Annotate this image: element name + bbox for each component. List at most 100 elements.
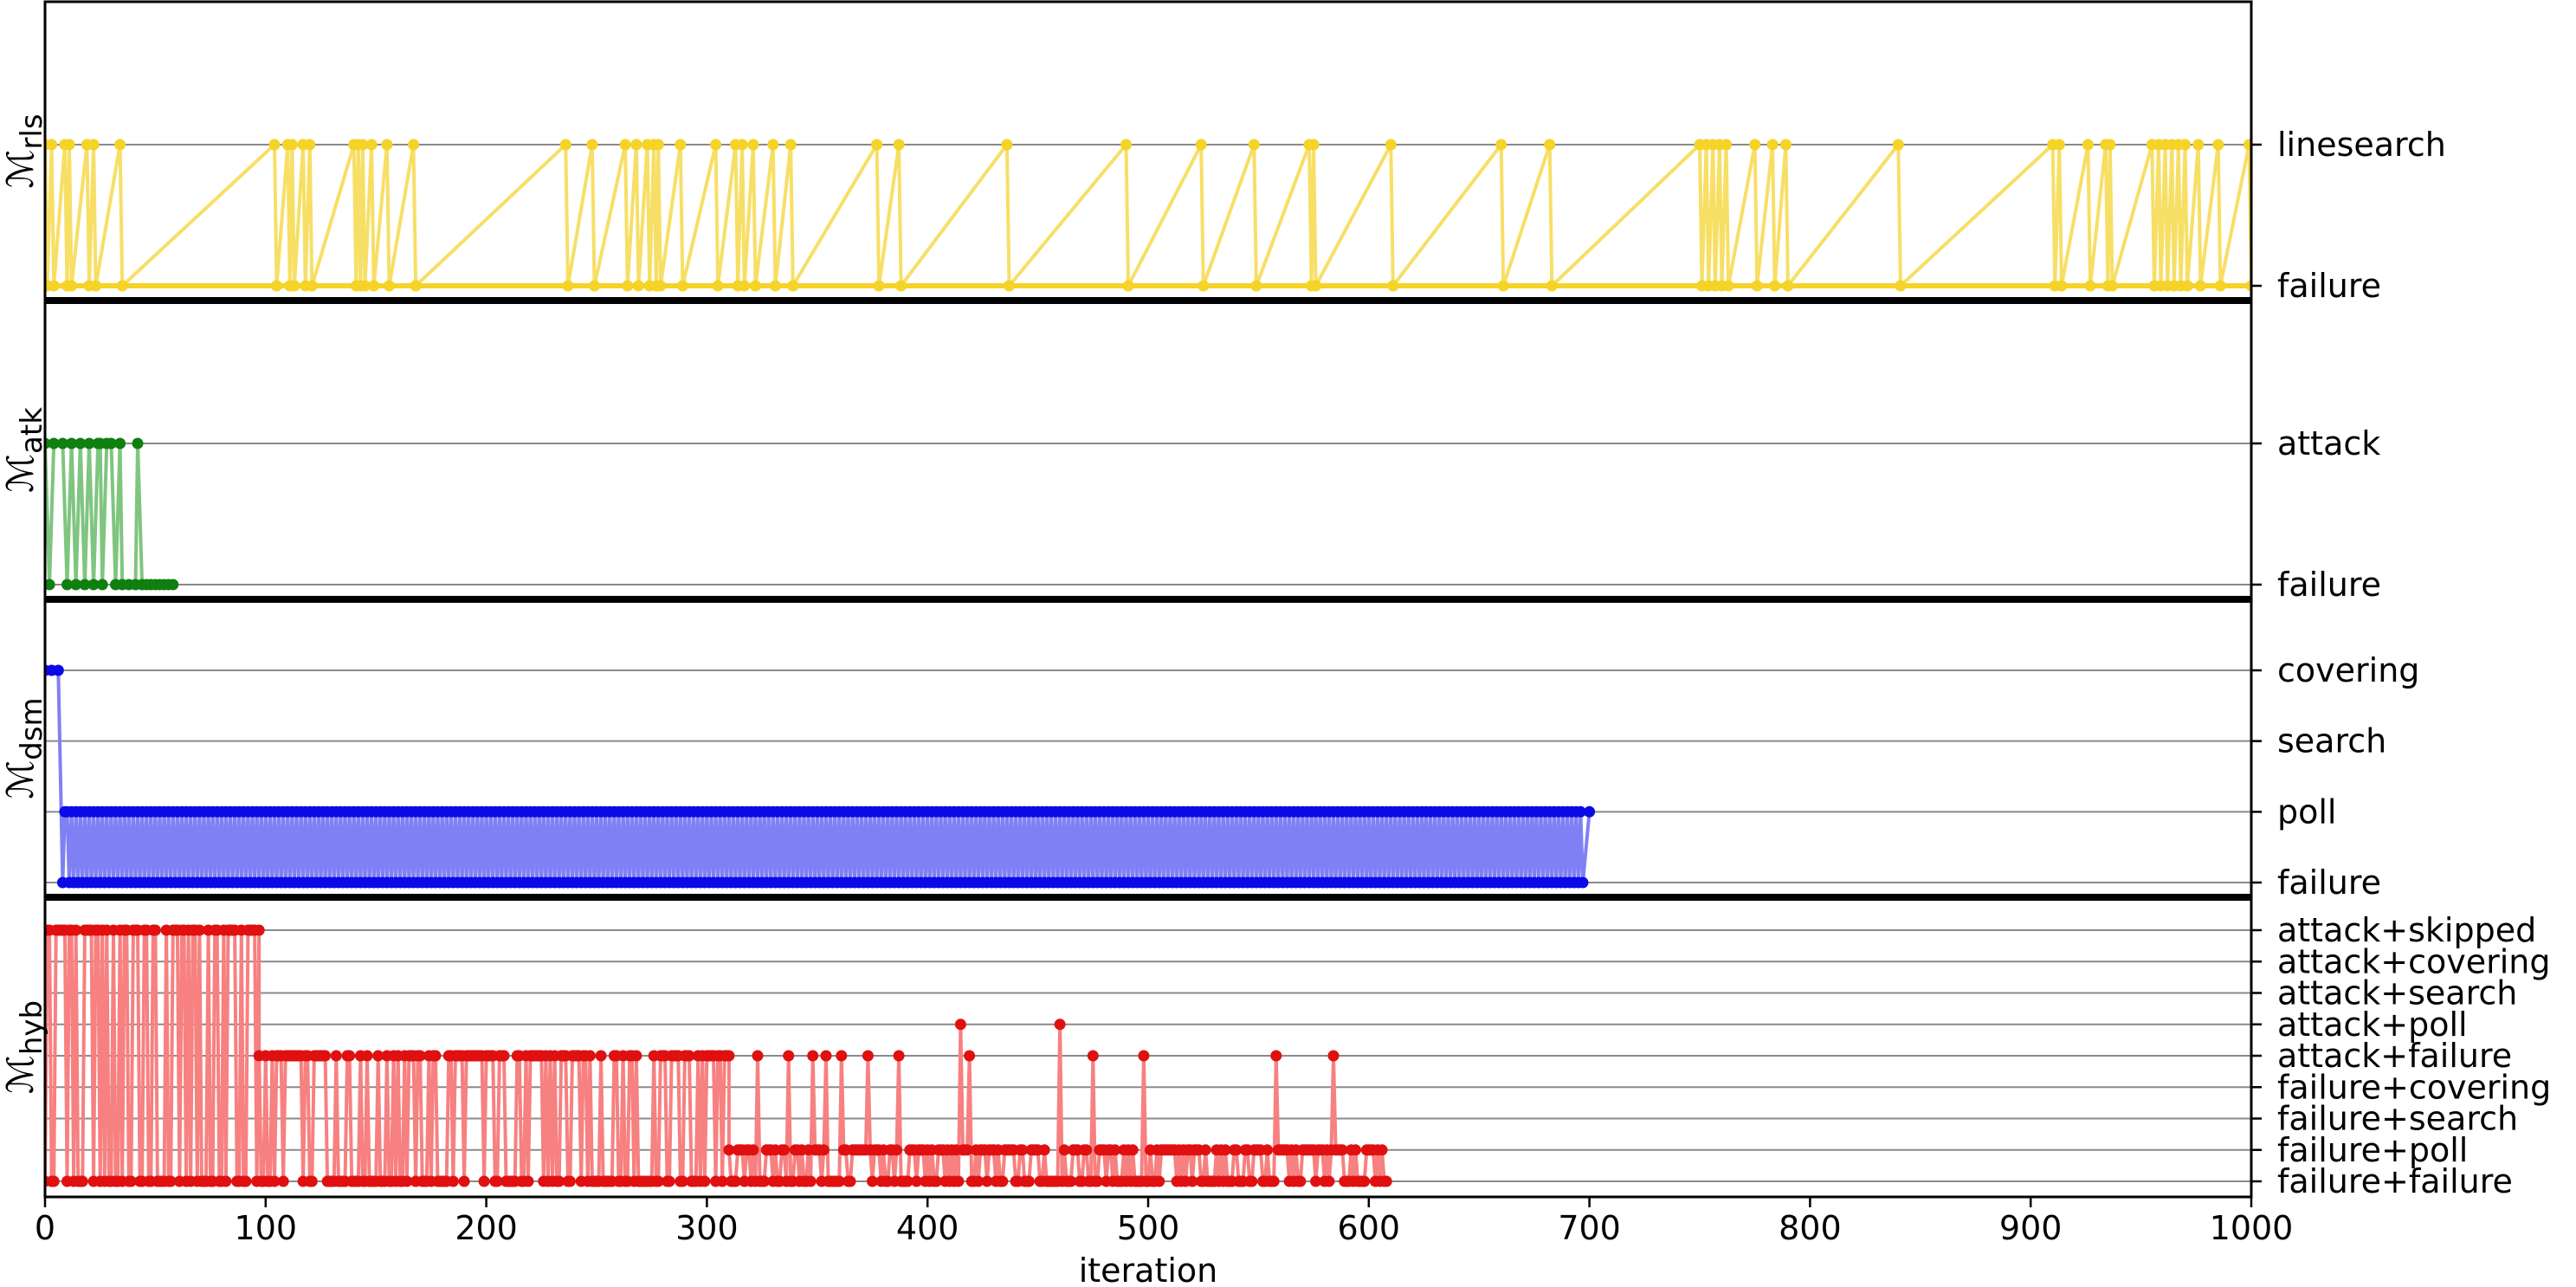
data-point [2214,280,2226,292]
y-tick-label: failure+search [2277,1100,2518,1138]
data-point [589,280,600,292]
data-point [491,1175,503,1187]
data-point [954,1019,966,1031]
data-point [79,579,91,591]
data-point [83,437,95,449]
data-point [1336,1144,1348,1156]
series-line [45,143,2251,288]
data-point [63,139,75,151]
data-point [330,1050,342,1062]
data-point [844,1175,856,1187]
data-point [1892,139,1904,151]
data-point [105,437,117,449]
data-point [447,1175,459,1187]
data-point [522,1175,534,1187]
y-tick-label: search [2277,722,2386,760]
panel-rls: failure linesearch ℳrls [0,0,2446,305]
data-point [1270,1050,1282,1062]
data-point [723,1144,735,1156]
data-point [1091,1175,1103,1187]
data-point [365,139,378,151]
data-point [893,1050,905,1062]
data-point [344,1050,356,1062]
data-point [675,139,687,151]
data-point [961,1144,973,1156]
data-point [630,139,642,151]
data-point [911,1175,922,1187]
data-point [1350,1144,1361,1156]
data-point [1497,280,1509,292]
data-point [1307,139,1320,151]
data-point [1327,1050,1340,1062]
data-point [871,139,883,151]
data-point [1038,1144,1050,1156]
data-point [807,1050,819,1062]
data-point [1138,1050,1150,1062]
data-point [747,1144,759,1156]
data-point [891,1144,902,1156]
data-point [114,139,126,151]
data-point [1109,1144,1121,1156]
data-point [901,1175,914,1187]
y-axis-label: ℳdsm [0,697,49,799]
data-point [193,924,205,936]
data-point [1017,1144,1029,1156]
y-tick-label: attack+failure [2277,1037,2512,1075]
data-point [87,139,100,151]
data-point [1749,139,1761,151]
panel-atk: failure attack ℳatk [0,299,2381,604]
x-axis-label: iteration [1079,1251,1218,1287]
panel-hyb: failure+failurefailure+pollfailure+searc… [0,896,2551,1200]
data-point [114,437,126,449]
data-point [498,1050,510,1062]
data-point [2084,280,2096,292]
y-tick-label: attack+covering [2277,942,2551,980]
y-tick-label: attack+search [2277,974,2517,1012]
data-point [1122,280,1134,292]
x-tick-label: 300 [675,1209,739,1247]
data-point [997,1175,1009,1187]
data-point [2212,139,2224,151]
data-point [286,139,298,151]
data-point [2244,139,2251,151]
data-point [66,437,78,449]
data-point [1219,1144,1231,1156]
data-point [820,1050,832,1062]
data-point [2181,280,2193,292]
data-point [1004,280,1015,292]
data-point [1766,139,1779,151]
data-point [716,1175,728,1187]
series-line [45,442,173,586]
data-point [632,280,644,292]
y-tick-label: attack+skipped [2277,911,2536,949]
data-point [220,1175,232,1187]
data-point [1574,805,1586,818]
data-point [1584,805,1596,818]
data-point [288,280,300,292]
data-point [306,280,318,292]
data-point [1546,280,1558,292]
data-point [1230,1144,1243,1156]
data-point [1310,280,1322,292]
y-tick-label: linesearch [2277,126,2446,164]
data-point [736,139,748,151]
data-point [408,139,419,151]
panel-separator [45,297,2251,304]
data-point [564,1175,576,1187]
data-point [1722,280,1734,292]
data-point [1380,1175,1392,1187]
data-point [48,437,60,449]
series-line [45,669,1591,884]
data-point [410,280,422,292]
data-point [2053,139,2065,151]
data-point [2194,280,2206,292]
data-point [1054,1019,1066,1031]
y-axis-label: ℳhyb [0,1000,49,1094]
x-tick-label: 1000 [2210,1209,2294,1247]
data-point [361,1050,373,1062]
data-point [320,1050,332,1062]
panel-separator [45,894,2251,901]
data-point [787,280,799,292]
data-point [759,1175,771,1187]
